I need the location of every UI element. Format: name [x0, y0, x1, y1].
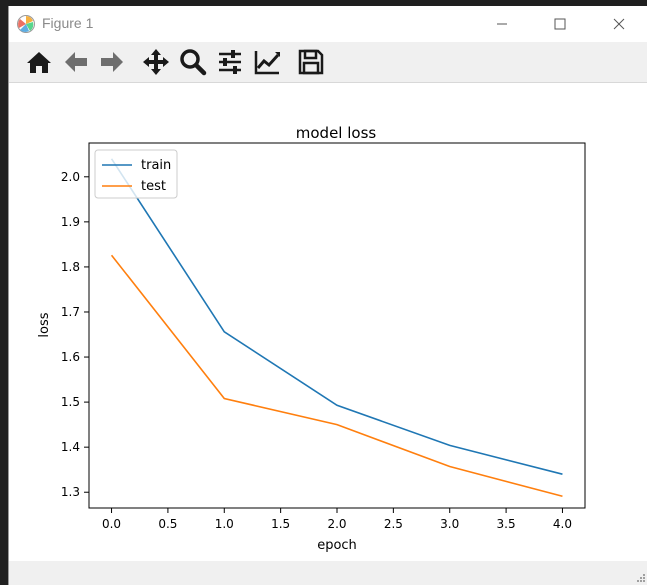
x-tick-label: 1.5: [271, 517, 290, 531]
y-axis: 1.3 1.4 1.5 1.6 1.7 1.8 1.9 2.0: [61, 170, 89, 499]
zoom-icon: [180, 49, 207, 76]
figure-canvas[interactable]: model loss 0.0 0.5 1.0 1.5 2.0 2.5 3.0 3.5 4.0 1…: [9, 83, 647, 561]
legend-label-test: test: [141, 179, 166, 194]
forward-button[interactable]: [96, 46, 128, 78]
x-axis-label: epoch: [317, 538, 357, 553]
zoom-button[interactable]: [177, 46, 209, 78]
window-title: Figure 1: [42, 15, 94, 31]
back-button[interactable]: [60, 46, 92, 78]
home-button[interactable]: [23, 46, 55, 78]
series-line-train: [110, 158, 563, 475]
series-line-test: [110, 254, 563, 498]
plot-area: [88, 142, 586, 509]
y-tick-label: 1.3: [61, 485, 80, 499]
pan-icon: [143, 49, 169, 75]
x-tick-label: 2.0: [327, 517, 346, 531]
legend-label-train: train: [141, 158, 171, 173]
configure-subplots-icon: [219, 50, 241, 74]
x-tick-label: 0.5: [158, 517, 177, 531]
y-tick-label: 1.7: [61, 305, 80, 319]
chart-title: model loss: [296, 124, 377, 142]
x-tick-label: 1.0: [215, 517, 234, 531]
minimize-icon: [497, 23, 507, 25]
edit-axis-icon: [254, 51, 280, 75]
x-tick-label: 3.5: [497, 517, 516, 531]
legend: train test: [94, 149, 178, 199]
y-tick-label: 1.6: [61, 350, 80, 364]
y-tick-label: 2.0: [61, 170, 80, 184]
home-icon: [27, 52, 51, 73]
status-bar: [9, 561, 647, 585]
edit-axis-button[interactable]: [251, 46, 283, 78]
navigation-toolbar: [9, 42, 647, 83]
title-bar: Figure 1: [9, 6, 647, 42]
x-tick-label: 4.0: [553, 517, 572, 531]
back-icon: [65, 52, 87, 72]
matplotlib-app-icon: [17, 15, 35, 33]
pan-button[interactable]: [140, 46, 172, 78]
x-tick-label: 2.5: [384, 517, 403, 531]
y-tick-label: 1.4: [61, 440, 80, 454]
x-axis: 0.0 0.5 1.0 1.5 2.0 2.5 3.0 3.5 4.0: [102, 508, 572, 531]
configure-subplots-button[interactable]: [214, 46, 246, 78]
x-tick-label: 3.0: [440, 517, 459, 531]
minimize-button[interactable]: [473, 6, 531, 42]
save-button[interactable]: [295, 46, 327, 78]
loss-chart: model loss 0.0 0.5 1.0 1.5 2.0 2.5 3.0 3.5 4.0 1…: [37, 124, 586, 553]
close-button[interactable]: [590, 6, 647, 42]
y-tick-label: 1.9: [61, 215, 80, 229]
resize-grip-icon[interactable]: [635, 572, 645, 582]
maximize-icon: [554, 18, 566, 30]
y-tick-label: 1.5: [61, 395, 80, 409]
forward-icon: [101, 52, 123, 72]
figure-window: Figure 1: [8, 6, 647, 585]
close-icon: [613, 18, 625, 30]
series-lines: [110, 158, 563, 498]
background-editor-strip: [0, 0, 8, 585]
x-tick-label: 0.0: [102, 517, 121, 531]
save-icon: [298, 49, 324, 75]
y-tick-label: 1.8: [61, 260, 80, 274]
maximize-button[interactable]: [531, 6, 589, 42]
y-axis-label: loss: [37, 312, 52, 337]
